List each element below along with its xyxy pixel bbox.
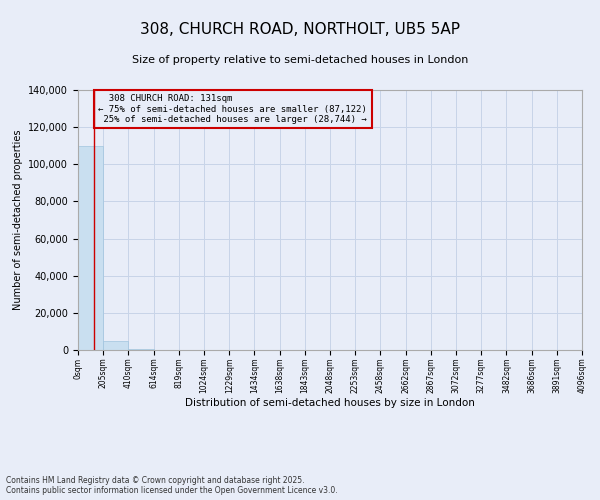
Y-axis label: Number of semi-detached properties: Number of semi-detached properties (13, 130, 23, 310)
Text: Contains HM Land Registry data © Crown copyright and database right 2025.
Contai: Contains HM Land Registry data © Crown c… (6, 476, 338, 495)
Text: 308 CHURCH ROAD: 131sqm
← 75% of semi-detached houses are smaller (87,122)
 25% : 308 CHURCH ROAD: 131sqm ← 75% of semi-de… (98, 94, 367, 124)
X-axis label: Distribution of semi-detached houses by size in London: Distribution of semi-detached houses by … (185, 398, 475, 407)
Text: Size of property relative to semi-detached houses in London: Size of property relative to semi-detach… (132, 55, 468, 65)
Bar (78, 146, 103, 350)
Text: 308, CHURCH ROAD, NORTHOLT, UB5 5AP: 308, CHURCH ROAD, NORTHOLT, UB5 5AP (140, 22, 460, 38)
Bar (103, 340, 128, 350)
